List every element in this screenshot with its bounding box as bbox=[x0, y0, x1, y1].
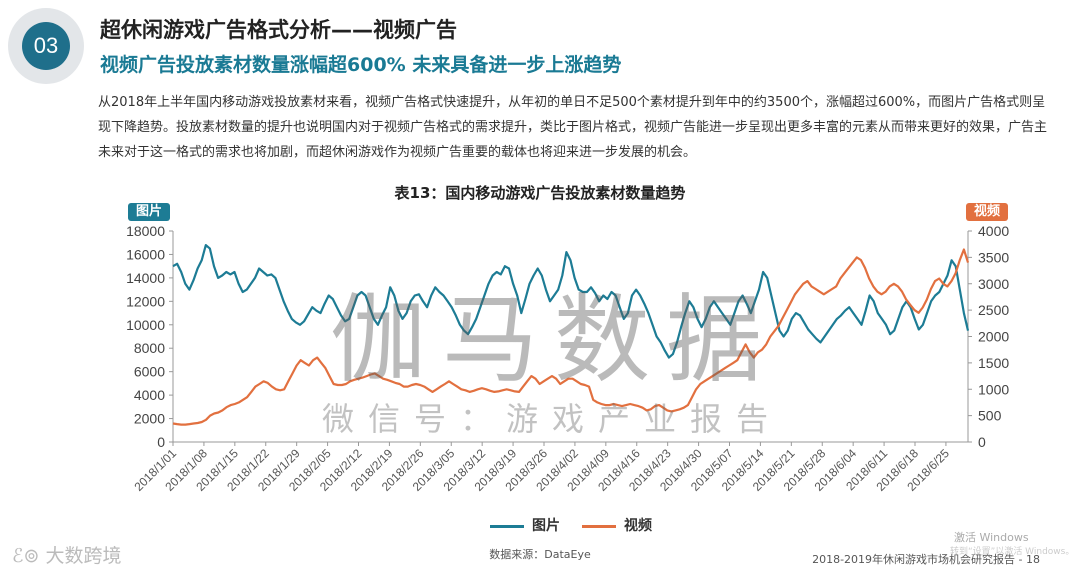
logo-text: 大数跨境 bbox=[45, 545, 122, 567]
activate-windows-line1: 激活 Windows bbox=[954, 531, 1029, 544]
y-tick-label-left: 0 bbox=[157, 434, 165, 450]
y-tick-label-left: 12000 bbox=[126, 293, 165, 309]
page-footer: 2018-2019年休闲游戏市场机会研究报告 - 18 bbox=[812, 553, 1040, 566]
y-tick-label-left: 8000 bbox=[134, 340, 165, 356]
y-tick-label-right: 3500 bbox=[978, 249, 1009, 265]
data-source: 数据来源：DataEye bbox=[489, 548, 591, 561]
right-axis-label: 视频 bbox=[966, 203, 1009, 221]
legend-label-video: 视频 bbox=[624, 518, 652, 534]
y-tick-label-right: 500 bbox=[978, 408, 1002, 424]
watermark-sub: 微信号：游戏产业报告 bbox=[322, 400, 783, 438]
series-line-video bbox=[172, 248, 970, 426]
section-number: 03 bbox=[22, 22, 70, 70]
legend-line-video bbox=[582, 524, 616, 528]
y-tick-label-left: 2000 bbox=[134, 411, 165, 427]
y-tick-label-right: 1500 bbox=[978, 355, 1009, 371]
legend-label-image: 图片 bbox=[532, 518, 560, 534]
y-tick-label-right: 2500 bbox=[978, 302, 1009, 318]
section-badge: 03 bbox=[8, 8, 84, 84]
series-line-image bbox=[172, 244, 970, 359]
page-subtitle: 视频广告投放素材数量涨幅超600% 未来具备进一步上涨趋势 bbox=[100, 54, 622, 76]
y-tick-label-left: 16000 bbox=[126, 246, 165, 262]
watermark-main: 伽马数据 bbox=[330, 284, 778, 396]
page-title: 超休闲游戏广告格式分析——视频广告 bbox=[100, 18, 457, 42]
left-axis-label: 图片 bbox=[128, 203, 171, 221]
y-tick-label-right: 1000 bbox=[978, 381, 1009, 397]
y-tick-label-right: 0 bbox=[978, 434, 986, 450]
activate-windows-line2: 转到“设置”以激活 Windows。 bbox=[950, 547, 1075, 557]
intro-paragraph: 从2018年上半年国内移动游戏投放素材来看，视频广告格式快速提升，从年初的单日不… bbox=[98, 95, 1048, 160]
y-tick-label-left: 14000 bbox=[126, 270, 165, 286]
y-tick-label-left: 4000 bbox=[134, 387, 165, 403]
y-tick-label-left: 10000 bbox=[126, 317, 165, 333]
legend-item-video: 视频 bbox=[582, 515, 652, 535]
y-tick-label-right: 2000 bbox=[978, 329, 1009, 345]
brand-logo: ℰ⊚ 大数跨境 bbox=[12, 545, 122, 567]
y-tick-label-left: 18000 bbox=[126, 223, 165, 239]
y-tick-label-right: 3000 bbox=[978, 276, 1009, 292]
y-tick-label-right: 4000 bbox=[978, 223, 1009, 239]
y-tick-label-left: 6000 bbox=[134, 364, 165, 380]
chart-title: 表13：国内移动游戏广告投放素材数量趋势 bbox=[394, 184, 686, 202]
legend-item-image: 图片 bbox=[490, 515, 560, 535]
legend-line-image bbox=[490, 524, 524, 528]
